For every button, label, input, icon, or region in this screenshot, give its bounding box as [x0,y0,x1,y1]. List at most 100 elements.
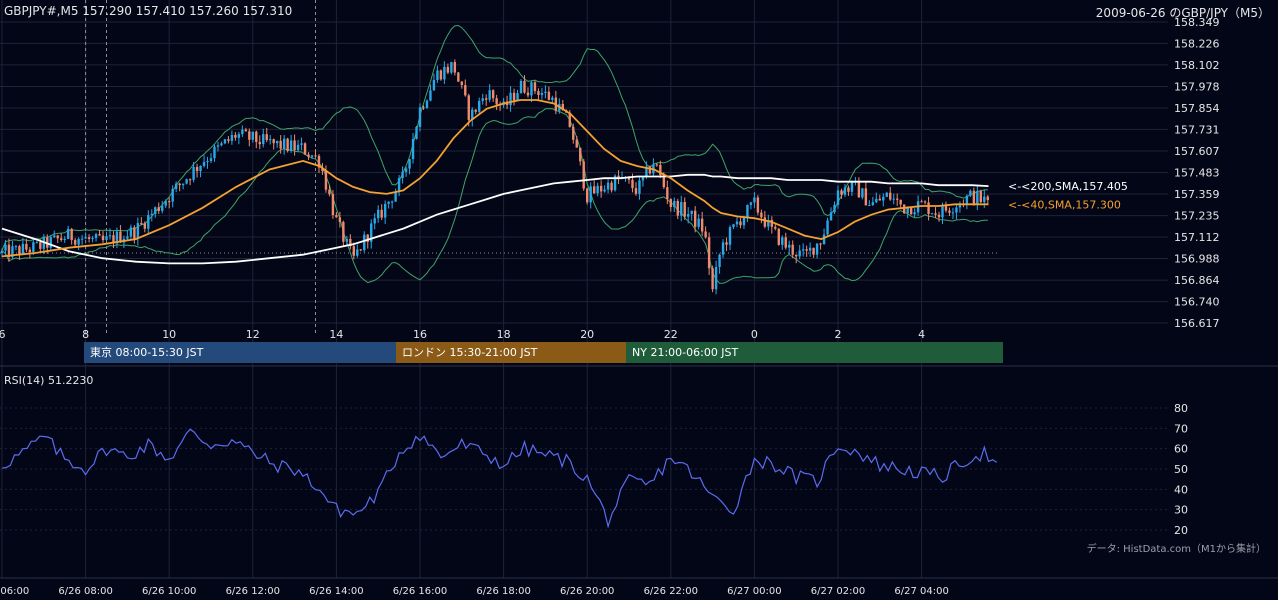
candle-body [955,207,958,213]
candle-body [154,207,157,214]
moving-averages [1,99,989,265]
price-tick-label: 158.102 [1174,59,1220,72]
candle-body [35,242,39,244]
candle-body [760,212,763,218]
candle-body [338,217,342,222]
candle-body [185,179,188,184]
candle-body [202,162,206,166]
price-tick-label: 157.359 [1174,188,1220,201]
source-note: データ: HistData.com（M1から集計） [1086,544,1266,555]
candle-body [599,185,603,192]
date-tick-label: 6/27 02:00 [811,586,865,597]
bollinger-lower-band [1,108,988,284]
candle-body [568,112,571,127]
candle-body [523,80,526,93]
candle-body [617,175,620,179]
candle-body [707,237,711,269]
candle-body [230,134,234,141]
hour-tick-label: 4 [918,328,925,341]
candle-body [788,244,791,248]
candle-body [850,181,854,192]
candle-body [937,214,941,218]
session-london: ロンドン 15:30-21:00 JST [396,342,626,363]
candle-body [436,70,439,81]
candle-body [603,189,606,192]
candle-body [418,107,422,127]
candle-body [356,249,359,256]
candle-body [857,180,861,198]
candle-body [411,139,415,160]
hour-tick-label: 12 [246,328,260,341]
hour-tick-label: 16 [413,328,427,341]
candle-body [241,129,244,135]
candle-body [105,236,108,241]
candle-body [53,235,56,238]
sma40-annotation: <-<40,SMA,157.300 [1008,198,1121,211]
candle-body [161,205,164,211]
candle-body [808,247,812,251]
candle-body [944,205,948,211]
rsi-tick-label: 50 [1174,463,1188,476]
candle-body [363,234,366,251]
candle-body [969,190,972,196]
candle-body [251,131,254,140]
candle-body [18,246,21,255]
candle-body [32,242,35,253]
date-tick-label: 6/27 04:00 [894,586,948,597]
date-tick-label: 6/26 18:00 [476,586,530,597]
candle-body [488,90,491,100]
candle-body [164,201,167,206]
date-tick-label: 6/26 08:00 [58,586,112,597]
candle-body [296,144,300,151]
candle-body [331,194,335,215]
candle-body [401,171,404,179]
candle-body [429,90,432,101]
candle-body [878,198,881,201]
candle-body [509,92,512,106]
candle-body [836,190,840,205]
candle-body [49,237,52,248]
candle-body [380,209,383,218]
candle-body [683,202,686,217]
candle-body [634,188,638,194]
candle-body [871,202,875,205]
candle-body [798,250,801,257]
candle-body [481,98,484,101]
candle-body [512,92,516,101]
candle-body [439,70,443,80]
candle-body [206,160,209,163]
candle-body [126,236,129,239]
candle-body [666,187,669,200]
candle-body [711,268,714,290]
candle-body [530,82,533,96]
candle-body [150,213,153,216]
candle-body [220,143,223,146]
candle-body [728,227,732,245]
hour-tick-label: 18 [497,328,511,341]
candle-body [101,235,105,241]
candle-body [934,213,937,215]
candle-body [366,234,369,242]
candle-body [404,168,408,172]
candle-body [195,166,199,172]
price-tick-label: 157.112 [1174,231,1220,244]
date-tick-label: 6/27 00:00 [727,586,781,597]
rsi-label: RSI(14) 51.2230 [4,374,94,387]
price-tick-label: 157.854 [1174,102,1220,115]
axis-labels: 158.349 158.226 158.102 157.978 157.854 157.7… [0,16,1220,597]
candle-body [812,247,815,255]
candle-body [714,266,718,290]
candle-body [547,91,551,100]
candle-body [516,93,519,101]
candle-body [927,202,930,215]
candle-body [735,221,739,225]
candle-body [91,237,94,239]
candle-body [84,237,87,239]
candle-body [70,228,73,241]
candle-body [143,223,147,229]
candle-body [781,237,784,245]
candle-body [464,85,467,96]
candle-body [638,180,641,194]
candle-body [387,201,390,204]
